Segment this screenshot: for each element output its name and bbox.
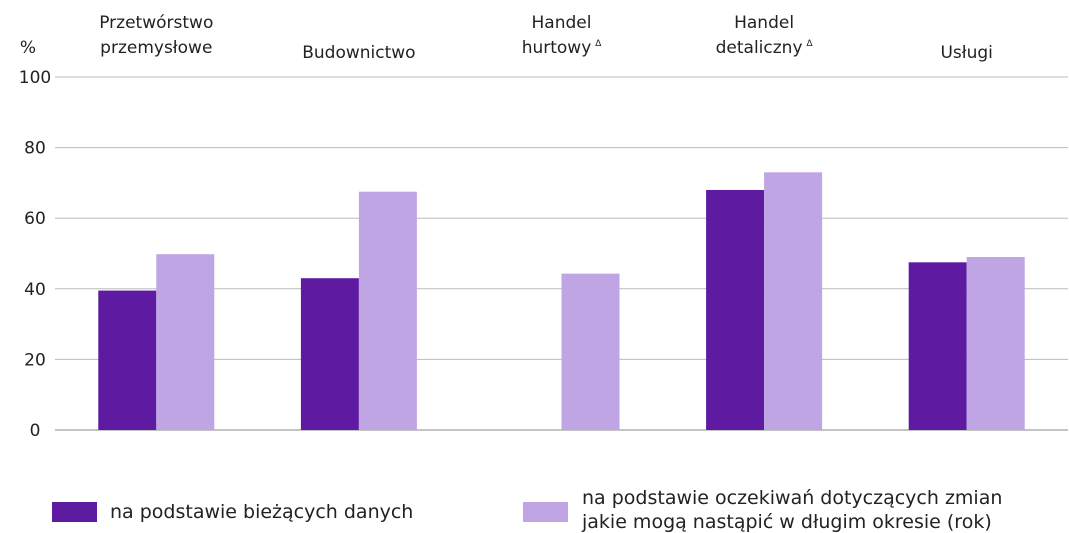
category-label-line: przemysłowe [100,38,212,58]
category-label: hurtowy ∆ [522,38,603,58]
category-label: przemysłowe [100,38,212,58]
bar [966,257,1025,430]
y-axis-label: % [20,38,36,58]
category-label: Handel [734,13,794,33]
bar [300,278,359,430]
category-label-line: Handel [734,13,794,33]
legend-label: na podstawie bieżących danych [110,501,414,523]
category-label: Usługi [940,43,992,63]
bar [706,189,765,430]
category-note: ∆ [594,39,602,49]
bar [358,191,417,430]
y-tick-label: 80 [24,139,46,159]
category-note: ∆ [806,39,814,49]
bar [98,290,157,430]
y-tick-label: 0 [30,421,41,441]
category-label-line: Budownictwo [302,43,415,63]
y-tick-label: 60 [24,209,46,229]
category-label: Budownictwo [302,43,415,63]
legend-swatch [52,502,97,522]
category-label: Handel [532,13,592,33]
category-label: detaliczny ∆ [716,38,814,58]
category-label-line: detaliczny [716,38,803,58]
bar [561,273,620,430]
y-tick-label: 20 [24,350,46,370]
category-label-line: Usługi [940,43,992,63]
y-tick-label: 100 [19,68,51,88]
bar [156,254,215,430]
category-label-line: Przetwórstwo [99,13,213,33]
bar [908,262,967,430]
y-tick-label: 40 [24,280,46,300]
category-label-line: Handel [532,13,592,33]
bar [764,172,823,430]
legend-swatch [523,502,568,522]
category-label-line: hurtowy [522,38,592,58]
category-label: Przetwórstwo [99,13,213,33]
legend-label: na podstawie oczekiwań dotyczących zmian… [582,487,1003,533]
